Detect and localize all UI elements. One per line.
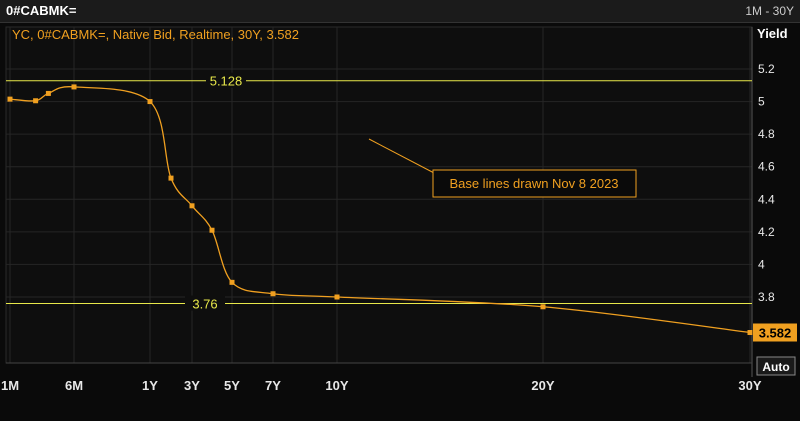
y-tick-label: 5: [758, 95, 765, 109]
data-point[interactable]: [209, 227, 215, 233]
y-tick-label: 5.2: [758, 62, 775, 76]
data-point[interactable]: [540, 304, 546, 310]
baseline-label-bg: [185, 295, 225, 311]
y-tick-label: 4.2: [758, 225, 775, 239]
x-tick-label: 7Y: [265, 378, 281, 393]
data-point[interactable]: [168, 175, 174, 181]
y-tick-label: 4.8: [758, 127, 775, 141]
y-tick-label: 3.8: [758, 290, 775, 304]
y-axis-title: Yield: [757, 26, 788, 41]
yield-curve-line[interactable]: [9, 86, 751, 334]
last-value-label: 3.582: [759, 326, 792, 341]
baseline-label: 3.76: [192, 297, 217, 312]
date-range-label[interactable]: 1M - 30Y: [745, 4, 794, 18]
x-tick-label: 6M: [65, 378, 83, 393]
x-tick-label: 20Y: [531, 378, 554, 393]
data-point[interactable]: [7, 96, 13, 102]
data-point[interactable]: [45, 90, 51, 96]
x-tick-label: 10Y: [325, 378, 348, 393]
series-legend: YC, 0#CABMK=, Native Bid, Realtime, 30Y,…: [12, 27, 299, 42]
x-tick-label: 1M: [1, 378, 19, 393]
y-tick-label: 4.4: [758, 192, 775, 206]
y-tick-label: 4: [758, 257, 765, 271]
data-point[interactable]: [229, 279, 235, 285]
x-tick-label: 1Y: [142, 378, 158, 393]
auto-scale-button[interactable]: [756, 356, 796, 376]
x-tick-label: 30Y: [738, 378, 761, 393]
annotation-text: Base lines drawn Nov 8 2023: [449, 176, 618, 191]
x-tick-label: 3Y: [184, 378, 200, 393]
annotation-leader-line: [368, 138, 437, 175]
x-tick-label: 5Y: [224, 378, 240, 393]
ticker-title: 0#CABMK=: [6, 3, 77, 18]
baseline-label: 5.128: [210, 74, 243, 89]
data-point[interactable]: [147, 99, 153, 105]
auto-scale-button-label: Auto: [762, 360, 789, 374]
data-point[interactable]: [334, 294, 340, 300]
data-point[interactable]: [747, 330, 753, 336]
data-point[interactable]: [189, 203, 195, 209]
last-value-tag: [753, 323, 797, 342]
chart-canvas[interactable]: 3.8 4 4.2 4.4 4.6 4.8 5 5.2 Yield 1M 6M 1Y 3Y 5Y 7Y 10Y…: [0, 23, 800, 421]
data-point[interactable]: [33, 98, 39, 104]
data-point[interactable]: [71, 84, 77, 90]
plot-area[interactable]: [5, 26, 753, 364]
window-titlebar: 0#CABMK= 1M - 30Y: [0, 0, 800, 23]
annotation-box[interactable]: [432, 169, 637, 198]
y-tick-label: 4.6: [758, 160, 775, 174]
baseline-label-bg: [206, 72, 246, 88]
yield-curve-chart[interactable]: 3.8 4 4.2 4.4 4.6 4.8 5 5.2 Yield 1M 6M 1Y 3Y 5Y 7Y 10Y…: [0, 23, 800, 421]
data-point[interactable]: [270, 291, 276, 297]
